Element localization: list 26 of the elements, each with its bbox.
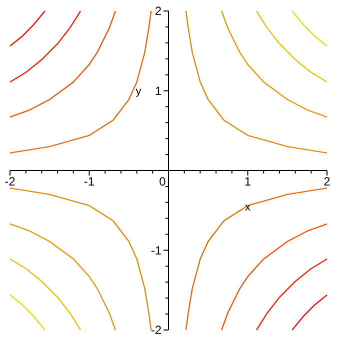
line-series — [9, 10, 46, 47]
line-series — [256, 10, 328, 83]
x-tick-label: 0 — [159, 174, 166, 188]
line-series — [9, 10, 152, 154]
line-series — [9, 223, 116, 331]
line-series — [292, 294, 328, 331]
x-tick-label: 1 — [244, 174, 252, 188]
y-tick-label: 2 — [154, 4, 162, 18]
line-series — [9, 10, 82, 83]
line-series — [9, 187, 152, 331]
y-tick-label: 1 — [154, 84, 162, 98]
line-series — [185, 10, 328, 154]
y-tick-label: -1 — [150, 243, 162, 258]
line-series — [9, 294, 46, 331]
line-series — [185, 187, 328, 331]
line-series — [292, 10, 328, 47]
line-series — [9, 258, 82, 331]
x-tick-label: -1 — [84, 174, 95, 188]
x-tick-label: -2 — [4, 174, 16, 188]
line-series — [221, 223, 328, 331]
line-series — [256, 258, 328, 331]
y-axis-title: y — [136, 86, 142, 98]
line-series — [9, 10, 116, 118]
y-tick-label: -2 — [150, 323, 162, 338]
x-tick-label: 2 — [324, 174, 331, 188]
line-series — [221, 10, 328, 118]
